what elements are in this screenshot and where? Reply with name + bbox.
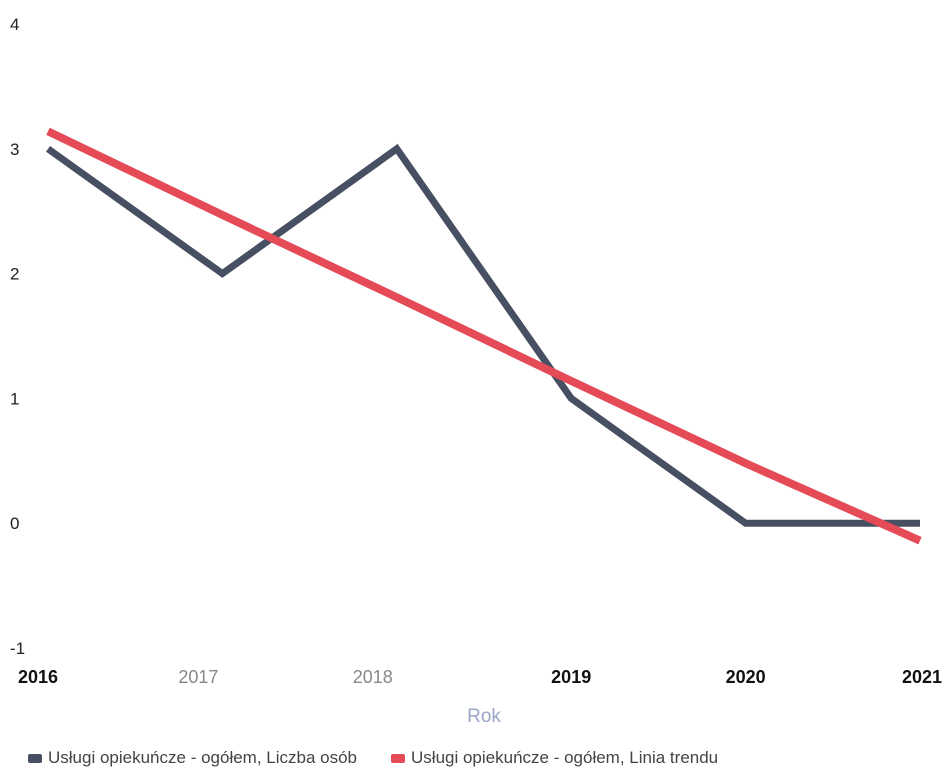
y-axis-ticks: 4 3 2 1 0 -1 — [10, 15, 25, 658]
x-axis-ticks: 2016 2017 2018 2019 2020 2021 — [18, 667, 942, 687]
x-tick-label: 2018 — [353, 667, 393, 687]
x-tick-label: 2016 — [18, 667, 58, 687]
y-tick-label: 4 — [10, 15, 19, 34]
y-tick-label: -1 — [10, 639, 25, 658]
legend-item-liczba-osob[interactable]: Usługi opiekuńcze - ogółem, Liczba osób — [28, 748, 357, 768]
legend-label: Usługi opiekuńcze - ogółem, Liczba osób — [48, 748, 358, 767]
x-tick-label: 2021 — [902, 667, 942, 687]
x-tick-label: 2017 — [178, 667, 218, 687]
y-tick-label: 3 — [10, 140, 19, 159]
series-line-liczba-osob[interactable] — [45, 143, 920, 527]
legend-swatch — [28, 753, 42, 763]
x-axis-label: Rok — [467, 706, 501, 727]
legend-item-linia-trendu[interactable]: Usługi opiekuńcze - ogółem, Linia trendu — [391, 748, 718, 768]
y-tick-label: 0 — [10, 514, 19, 533]
line-chart: 4 3 2 1 0 -1 2016 2017 2018 2019 2020 2021 Rok — [10, 15, 942, 727]
y-tick-label: 1 — [10, 389, 19, 408]
series-lines — [45, 127, 922, 545]
x-tick-label: 2019 — [551, 667, 591, 687]
series-line-trend[interactable] — [46, 127, 922, 545]
legend-swatch — [391, 753, 406, 763]
legend: Usługi opiekuńcze - ogółem, Liczba osób … — [28, 748, 718, 768]
x-tick-label: 2020 — [726, 667, 766, 687]
y-tick-label: 2 — [10, 265, 19, 284]
legend-label: Usługi opiekuńcze - ogółem, Linia trendu — [411, 748, 719, 767]
